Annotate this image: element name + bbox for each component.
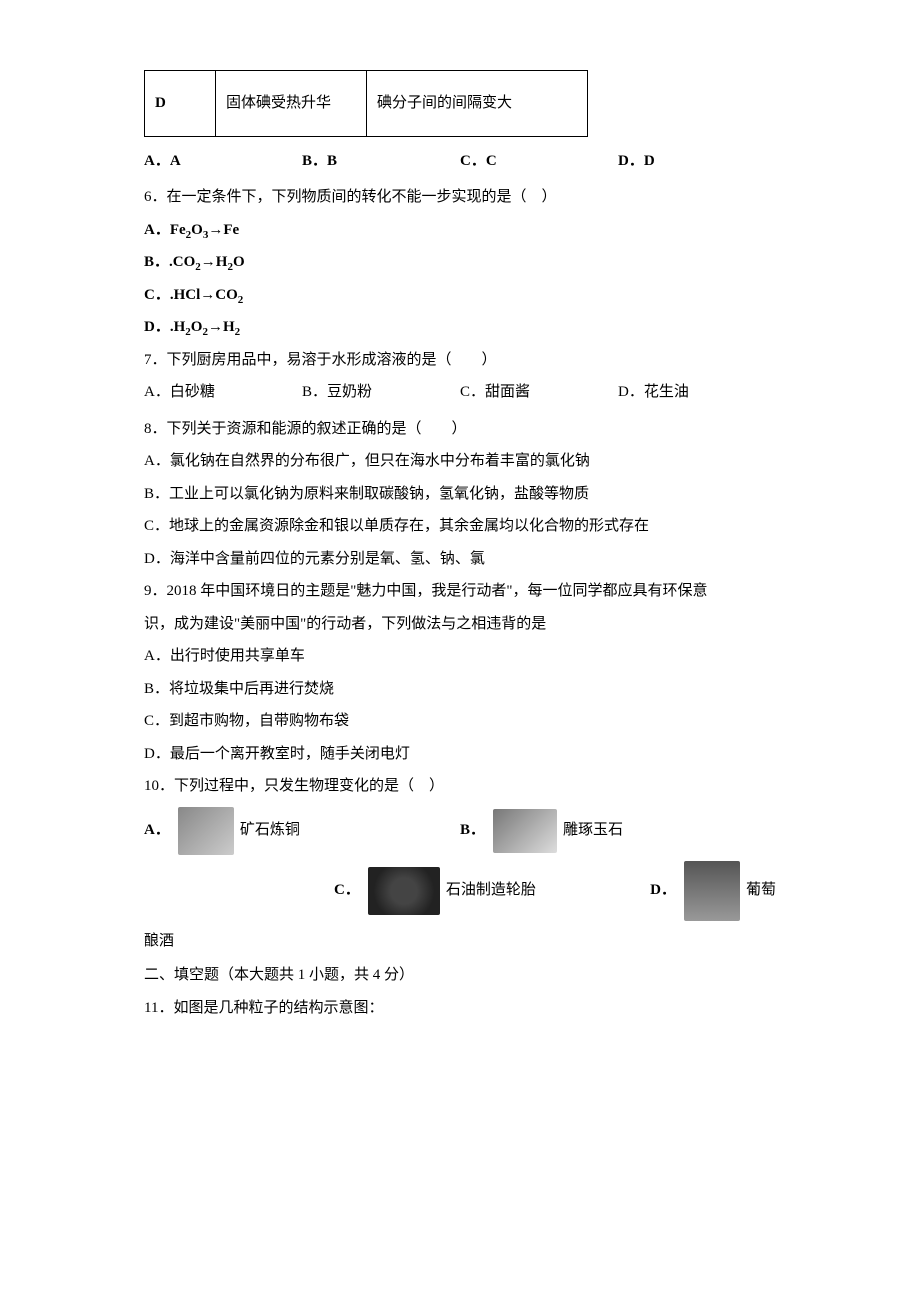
q10-b-text: 雕琢玉石 bbox=[563, 816, 623, 845]
q6-b-pre: B．.CO bbox=[144, 254, 195, 270]
q10-c-label: C． bbox=[334, 876, 360, 905]
jade-carving-icon bbox=[493, 809, 557, 853]
table-cell-label: D bbox=[145, 71, 216, 137]
q8-opt-c: C．地球上的金属资源除金和银以单质存在，其余金属均以化合物的形式存在 bbox=[144, 512, 776, 541]
tire-stack-icon bbox=[368, 867, 440, 915]
q10-opt-d: D． 葡萄 bbox=[536, 861, 776, 921]
q10-cont: 酿酒 bbox=[144, 927, 776, 956]
q6-d-mid2: →H bbox=[208, 319, 235, 335]
q7-opt-b: B．豆奶粉 bbox=[302, 378, 460, 407]
q9-opt-d: D．最后一个离开教室时，随手关闭电灯 bbox=[144, 740, 776, 769]
q5-table: D 固体碘受热升华 碘分子间的间隔变大 bbox=[144, 70, 588, 137]
q7-options: A．白砂糖 B．豆奶粉 C．甜面酱 D．花生油 bbox=[144, 378, 776, 407]
q8-opt-a: A．氯化钠在自然界的分布很广，但只在海水中分布着丰富的氯化钠 bbox=[144, 447, 776, 476]
q6-opt-b: B．.CO2→H2O bbox=[144, 248, 776, 277]
q6-c-sub: 2 bbox=[238, 294, 244, 306]
q6-a-mid: O bbox=[191, 222, 203, 238]
q10-row-ab: A． 矿石炼铜 B． 雕琢玉石 bbox=[144, 807, 776, 855]
q9-stem-1: 9．2018 年中国环境日的主题是"魅力中国，我是行动者"，每一位同学都应具有环… bbox=[144, 577, 776, 606]
q10-opt-c: C． 石油制造轮胎 bbox=[144, 867, 536, 915]
q10-row-cd: C． 石油制造轮胎 D． 葡萄 bbox=[144, 861, 776, 921]
q6-d-pre: D．.H bbox=[144, 319, 185, 335]
q9-opt-c: C．到超市购物，自带购物布袋 bbox=[144, 707, 776, 736]
q10-a-label: A． bbox=[144, 816, 170, 845]
q7-opt-a: A．白砂糖 bbox=[144, 378, 302, 407]
q5-options: A．A B．B C．C D．D bbox=[144, 147, 776, 176]
q6-d-mid: O bbox=[191, 319, 203, 335]
q6-d-sub3: 2 bbox=[235, 326, 241, 338]
q9-opt-a: A．出行时使用共享单车 bbox=[144, 642, 776, 671]
q6-a-post: →Fe bbox=[208, 222, 239, 238]
q9-stem-2: 识，成为建设"美丽中国"的行动者，下列做法与之相违背的是 bbox=[144, 610, 776, 639]
table-cell-phenomenon: 固体碘受热升华 bbox=[216, 71, 367, 137]
q8-stem: 8．下列关于资源和能源的叙述正确的是（ ） bbox=[144, 415, 776, 444]
exam-page: D 固体碘受热升华 碘分子间的间隔变大 A．A B．B C．C D．D 6．在一… bbox=[0, 0, 920, 1066]
q10-d-text: 葡萄 bbox=[746, 876, 776, 905]
q6-opt-a: A．Fe2O3→Fe bbox=[144, 216, 776, 245]
table-cell-explanation: 碘分子间的间隔变大 bbox=[367, 71, 588, 137]
q6-opt-d: D．.H2O2→H2 bbox=[144, 313, 776, 342]
q5-opt-b: B．B bbox=[302, 153, 337, 169]
q5-opt-c: C．C bbox=[460, 153, 497, 169]
q10-opt-b: B． 雕琢玉石 bbox=[460, 809, 776, 853]
q11-stem: 11．如图是几种粒子的结构示意图： bbox=[144, 994, 776, 1023]
bronze-ding-icon bbox=[178, 807, 234, 855]
q7-opt-d: D．花生油 bbox=[618, 378, 776, 407]
q6-b-mid: →H bbox=[201, 254, 228, 270]
q6-b-post: O bbox=[233, 254, 245, 270]
q6-a-pre: A．Fe bbox=[144, 222, 186, 238]
q5-opt-a: A．A bbox=[144, 153, 181, 169]
q10-d-label: D． bbox=[650, 876, 676, 905]
q6-opt-c: C．.HCl→CO2 bbox=[144, 281, 776, 310]
q6-stem: 6．在一定条件下，下列物质间的转化不能一步实现的是（ ） bbox=[144, 183, 776, 212]
q10-b-label: B． bbox=[460, 816, 485, 845]
q9-opt-b: B．将垃圾集中后再进行焚烧 bbox=[144, 675, 776, 704]
q10-opt-a: A． 矿石炼铜 bbox=[144, 807, 460, 855]
q6-c-pre: C．.HCl→CO bbox=[144, 287, 238, 303]
q8-opt-d: D．海洋中含量前四位的元素分别是氧、氢、钠、氯 bbox=[144, 545, 776, 574]
q10-stem: 10．下列过程中，只发生物理变化的是（ ） bbox=[144, 772, 776, 801]
q7-stem: 7．下列厨房用品中，易溶于水形成溶液的是（ ） bbox=[144, 346, 776, 375]
q10-c-text: 石油制造轮胎 bbox=[446, 876, 536, 905]
q7-opt-c: C．甜面酱 bbox=[460, 378, 618, 407]
table-row: D 固体碘受热升华 碘分子间的间隔变大 bbox=[145, 71, 588, 137]
q5-opt-d: D．D bbox=[618, 153, 655, 169]
q10-a-text: 矿石炼铜 bbox=[240, 816, 300, 845]
q8-opt-b: B．工业上可以氯化钠为原料来制取碳酸钠，氢氧化钠，盐酸等物质 bbox=[144, 480, 776, 509]
section-2-title: 二、填空题（本大题共 1 小题，共 4 分） bbox=[144, 961, 776, 990]
wine-grape-icon bbox=[684, 861, 740, 921]
